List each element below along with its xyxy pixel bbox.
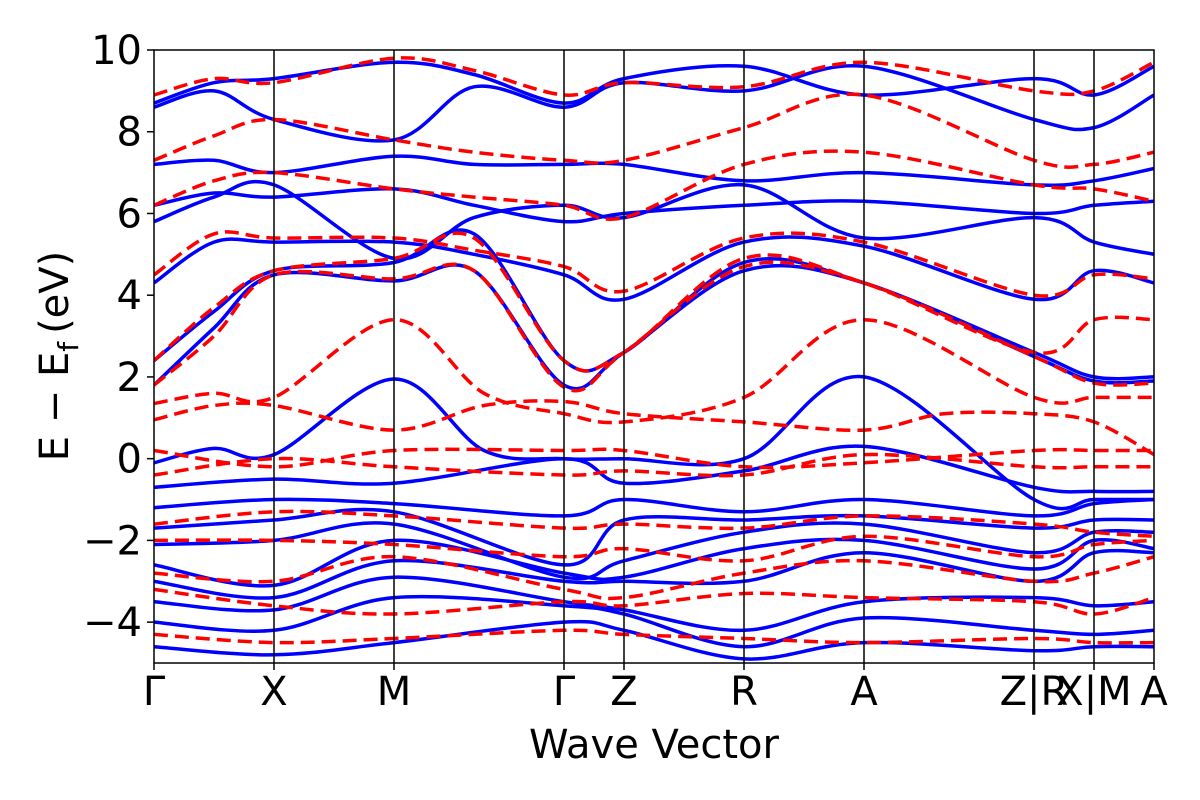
band-line-dashed-3 <box>154 231 1154 373</box>
band-line-solid-13 <box>154 537 1154 588</box>
y-axis-title-main: E − E <box>32 352 78 462</box>
y-axis-title: E − Ef (eV) <box>32 251 85 462</box>
band-line-dashed-2 <box>154 260 1154 393</box>
x-tick-label: R <box>730 669 758 715</box>
band-line-dashed-5 <box>154 149 1154 221</box>
band-line-dashed-0 <box>154 399 1154 457</box>
x-tick-label: M <box>377 669 412 715</box>
y-tick-label: −2 <box>83 518 142 564</box>
y-axis-title-unit: (eV) <box>32 251 78 334</box>
band-line-solid-10 <box>154 497 1154 518</box>
band-line-solid-14 <box>154 548 1154 600</box>
x-tick-label: X <box>260 669 287 715</box>
y-tick-label: 8 <box>117 110 142 156</box>
y-tick-label: 6 <box>117 191 142 237</box>
band-line-dashed-12 <box>154 554 1154 601</box>
y-tick-label: 2 <box>117 355 142 401</box>
band-line-dashed-13 <box>154 587 1154 616</box>
x-tick-label: A <box>1140 669 1168 715</box>
x-tick-label: Z <box>610 669 637 715</box>
x-tick-label: X|M <box>1056 669 1131 715</box>
x-axis-title: Wave Vector <box>529 722 780 768</box>
y-axis-title-sub: f <box>52 341 85 352</box>
x-tick-label: A <box>850 669 878 715</box>
band-line-solid-1 <box>154 374 1154 511</box>
x-axis-ticks: Γ X M Γ Z R A Z|RX|M A <box>143 663 1168 715</box>
band-line-dashed-7 <box>154 56 1154 97</box>
y-tick-label: −4 <box>83 600 142 646</box>
x-tick-label: Γ <box>143 669 166 715</box>
x-tick-label: Γ <box>553 669 576 715</box>
band-line-dashed-1 <box>154 317 1154 425</box>
plot-frame <box>153 49 1155 664</box>
band-line-dashed-14 <box>154 628 1154 645</box>
kpoint-divider-group <box>273 50 1095 663</box>
x-tick-label: Z|R <box>1000 669 1069 715</box>
band-line-dashed-11 <box>154 534 1154 563</box>
y-axis-ticks: −4 −2 0 2 4 6 8 10 <box>83 28 154 646</box>
y-tick-label: 0 <box>117 437 142 483</box>
y-tick-label: 4 <box>117 273 142 319</box>
y-tick-label: 10 <box>91 28 142 74</box>
